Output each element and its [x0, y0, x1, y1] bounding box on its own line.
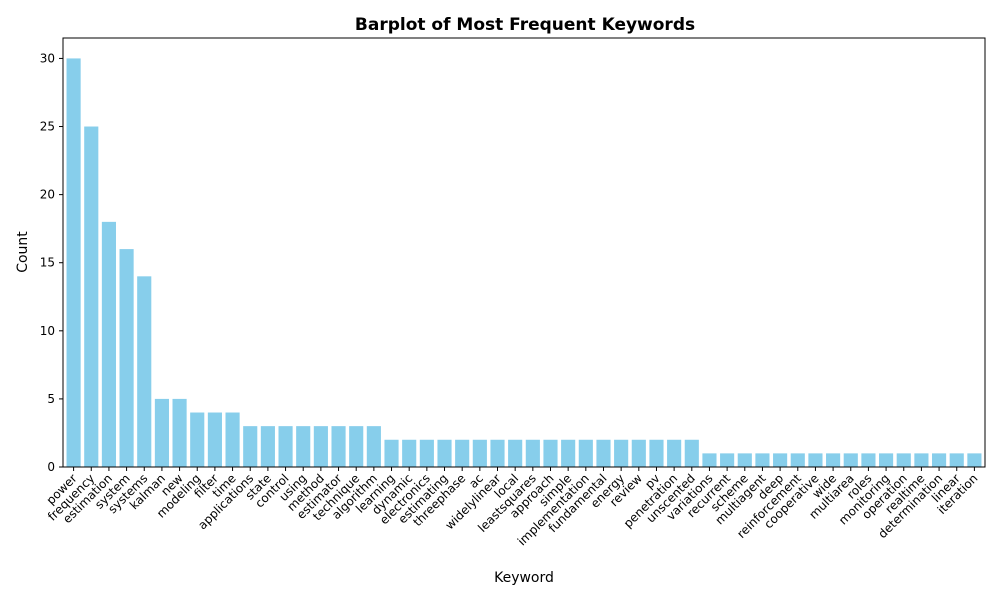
bar-ac [472, 439, 487, 467]
y-tick-label: 30 [40, 51, 55, 65]
bar-new [172, 398, 187, 467]
y-tick-label: 15 [40, 256, 55, 270]
bar-realtime [914, 453, 929, 467]
bar-time [225, 412, 240, 467]
bar-systems [137, 276, 152, 467]
bar-determination [932, 453, 947, 467]
bar-algorithm [366, 426, 381, 467]
bar-monitoring [879, 453, 894, 467]
y-axis-ticks: 0 5 10 15 20 25 30 [40, 51, 63, 474]
bar-variations [702, 453, 717, 467]
bar-multiagent [755, 453, 770, 467]
bars-group [66, 58, 982, 468]
bar-implementation [578, 439, 593, 467]
bar-using [296, 426, 311, 467]
chart-title: Barplot of Most Frequent Keywords [355, 15, 695, 35]
y-axis-label: Count [15, 231, 31, 273]
bar-system [119, 249, 134, 467]
bar-estimating [437, 439, 452, 467]
bar-pv [649, 439, 664, 467]
bar-widelylinear [490, 439, 505, 467]
bar-leastsquares [525, 439, 540, 467]
bar-estimation [101, 221, 116, 467]
x-axis-label: Keyword [494, 570, 554, 586]
y-tick-label: 5 [47, 392, 55, 406]
y-tick-label: 20 [40, 188, 55, 202]
y-tick-label: 0 [47, 460, 55, 474]
bar-method [313, 426, 328, 467]
bar-scheme [737, 453, 752, 467]
plot-frame [62, 37, 986, 468]
bar-applications [243, 426, 258, 467]
bar-estimator [331, 426, 346, 467]
bar-filter [207, 412, 222, 467]
bar-approach [543, 439, 558, 467]
y-tick-label: 25 [40, 120, 55, 134]
bar-linear [949, 453, 964, 467]
bar-power [66, 58, 81, 468]
bar-wide [826, 453, 841, 467]
bar-roles [861, 453, 876, 467]
y-tick-label: 10 [40, 324, 55, 338]
bar-kalman [154, 398, 169, 467]
bar-technique [349, 426, 364, 467]
bar-frequency [84, 126, 99, 468]
bar-deep [773, 453, 788, 467]
bar-fundamental [596, 439, 611, 467]
x-axis-ticks: powerfrequencyestimationsystemsystemskal… [44, 467, 981, 548]
bar-multiarea [843, 453, 858, 467]
bar-unscented [684, 439, 699, 467]
bar-electronics [419, 439, 434, 467]
bar-penetration [667, 439, 682, 467]
bar-learning [384, 439, 399, 467]
bar-operation [896, 453, 911, 467]
bar-threephase [455, 439, 470, 467]
bar-control [278, 426, 293, 467]
bar-local [508, 439, 523, 467]
bar-recurrent [720, 453, 735, 467]
bar-review [631, 439, 646, 467]
bar-state [260, 426, 275, 467]
bar-dynamic [402, 439, 417, 467]
bar-simple [561, 439, 576, 467]
bar-energy [614, 439, 629, 467]
bar-iteration [967, 453, 982, 467]
bar-cooperative [808, 453, 823, 467]
bar-modeling [190, 412, 205, 467]
bar-reinforcement [790, 453, 805, 467]
